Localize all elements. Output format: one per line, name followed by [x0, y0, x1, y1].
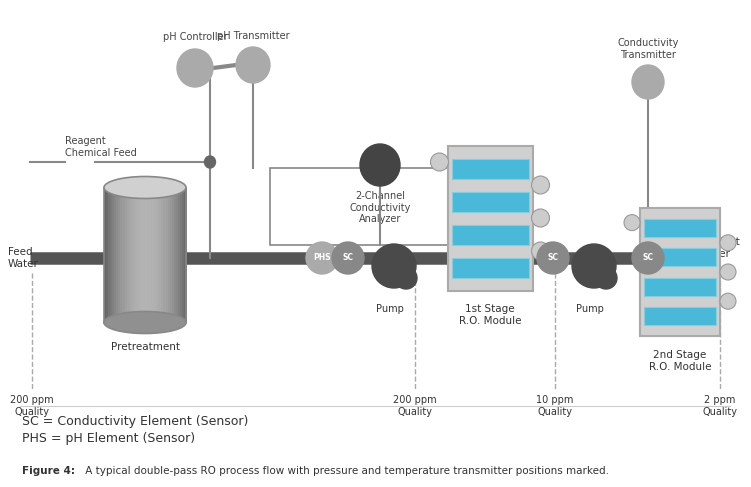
- Bar: [147, 187, 149, 322]
- Bar: [137, 187, 140, 322]
- Circle shape: [720, 293, 736, 309]
- Bar: [159, 187, 162, 322]
- Circle shape: [595, 267, 617, 289]
- Text: 2-Channel
Conductivity
Analyzer: 2-Channel Conductivity Analyzer: [349, 191, 411, 224]
- Bar: [182, 187, 185, 322]
- Text: PHS = pH Element (Sensor): PHS = pH Element (Sensor): [22, 432, 195, 445]
- Bar: [128, 187, 131, 322]
- Text: 2 ppm
Quality: 2 ppm Quality: [702, 395, 737, 416]
- Text: 1st Stage
R.O. Module: 1st Stage R.O. Module: [459, 304, 521, 326]
- Bar: [149, 187, 152, 322]
- Bar: [104, 187, 107, 322]
- Text: SC: SC: [342, 254, 354, 262]
- Bar: [141, 187, 143, 322]
- Bar: [644, 219, 716, 237]
- Bar: [644, 307, 716, 325]
- Text: Figure 4:: Figure 4:: [22, 466, 75, 476]
- Circle shape: [332, 242, 364, 274]
- Bar: [108, 187, 110, 322]
- Bar: [114, 187, 117, 322]
- Bar: [116, 187, 119, 322]
- Bar: [125, 187, 127, 322]
- Ellipse shape: [236, 47, 270, 83]
- Circle shape: [532, 242, 550, 260]
- Text: SC: SC: [643, 254, 653, 262]
- Bar: [134, 187, 137, 322]
- Text: pH Controller: pH Controller: [163, 32, 228, 42]
- Bar: [448, 146, 532, 291]
- Circle shape: [720, 235, 736, 251]
- Bar: [176, 187, 178, 322]
- Bar: [157, 187, 160, 322]
- Bar: [170, 187, 172, 322]
- Bar: [153, 187, 155, 322]
- Circle shape: [624, 215, 640, 231]
- Bar: [172, 187, 174, 322]
- Circle shape: [306, 242, 338, 274]
- Ellipse shape: [104, 176, 186, 199]
- Bar: [127, 187, 129, 322]
- Bar: [173, 187, 176, 322]
- Bar: [178, 187, 180, 322]
- Bar: [106, 187, 109, 322]
- Text: SC = Conductivity Element (Sensor): SC = Conductivity Element (Sensor): [22, 415, 249, 428]
- Text: Feed
Water: Feed Water: [8, 247, 39, 269]
- Text: 200 ppm
Quality: 200 ppm Quality: [394, 395, 437, 416]
- Bar: [139, 187, 141, 322]
- Bar: [120, 187, 123, 322]
- Text: PHS: PHS: [313, 254, 330, 262]
- Bar: [151, 187, 154, 322]
- Bar: [451, 191, 529, 211]
- Text: A typical double-pass RO process flow with pressure and temperature transmitter : A typical double-pass RO process flow wi…: [82, 466, 609, 476]
- Text: Pretreatment: Pretreatment: [110, 342, 179, 353]
- Text: SC: SC: [547, 254, 559, 262]
- Ellipse shape: [104, 312, 186, 334]
- Circle shape: [720, 264, 736, 280]
- Circle shape: [532, 176, 550, 194]
- Circle shape: [430, 153, 448, 171]
- Bar: [179, 187, 182, 322]
- Bar: [451, 158, 529, 179]
- Text: 10 ppm
Quality: 10 ppm Quality: [536, 395, 574, 416]
- Text: Pump: Pump: [576, 304, 604, 314]
- Bar: [112, 187, 115, 322]
- Bar: [184, 187, 186, 322]
- Text: 2nd Stage
R.O. Module: 2nd Stage R.O. Module: [649, 350, 711, 372]
- Text: Reagent
Chemical Feed: Reagent Chemical Feed: [65, 136, 137, 158]
- Bar: [122, 187, 125, 322]
- Circle shape: [372, 244, 416, 288]
- Bar: [155, 187, 158, 322]
- Text: Conductivity
Transmitter: Conductivity Transmitter: [617, 38, 679, 60]
- Bar: [133, 187, 135, 322]
- Bar: [143, 187, 146, 322]
- Bar: [165, 187, 168, 322]
- Text: Product
Water: Product Water: [700, 237, 740, 259]
- Ellipse shape: [360, 144, 400, 186]
- Bar: [110, 187, 113, 322]
- Text: Pump: Pump: [376, 304, 404, 314]
- Bar: [131, 187, 133, 322]
- Text: pH Transmitter: pH Transmitter: [217, 31, 289, 41]
- Text: 200 ppm
Quality: 200 ppm Quality: [11, 395, 54, 416]
- Bar: [145, 187, 147, 322]
- Bar: [164, 187, 166, 322]
- Circle shape: [572, 244, 616, 288]
- Bar: [161, 187, 164, 322]
- Bar: [640, 208, 720, 336]
- Circle shape: [395, 267, 417, 289]
- Bar: [451, 258, 529, 278]
- Bar: [167, 187, 170, 322]
- Circle shape: [532, 209, 550, 227]
- Bar: [451, 225, 529, 244]
- Bar: [644, 248, 716, 266]
- Circle shape: [537, 242, 569, 274]
- Ellipse shape: [177, 49, 213, 87]
- Circle shape: [632, 242, 664, 274]
- Bar: [119, 187, 121, 322]
- Ellipse shape: [632, 65, 664, 99]
- Bar: [104, 187, 186, 322]
- Bar: [270, 168, 490, 245]
- Ellipse shape: [204, 156, 216, 168]
- Bar: [644, 278, 716, 296]
